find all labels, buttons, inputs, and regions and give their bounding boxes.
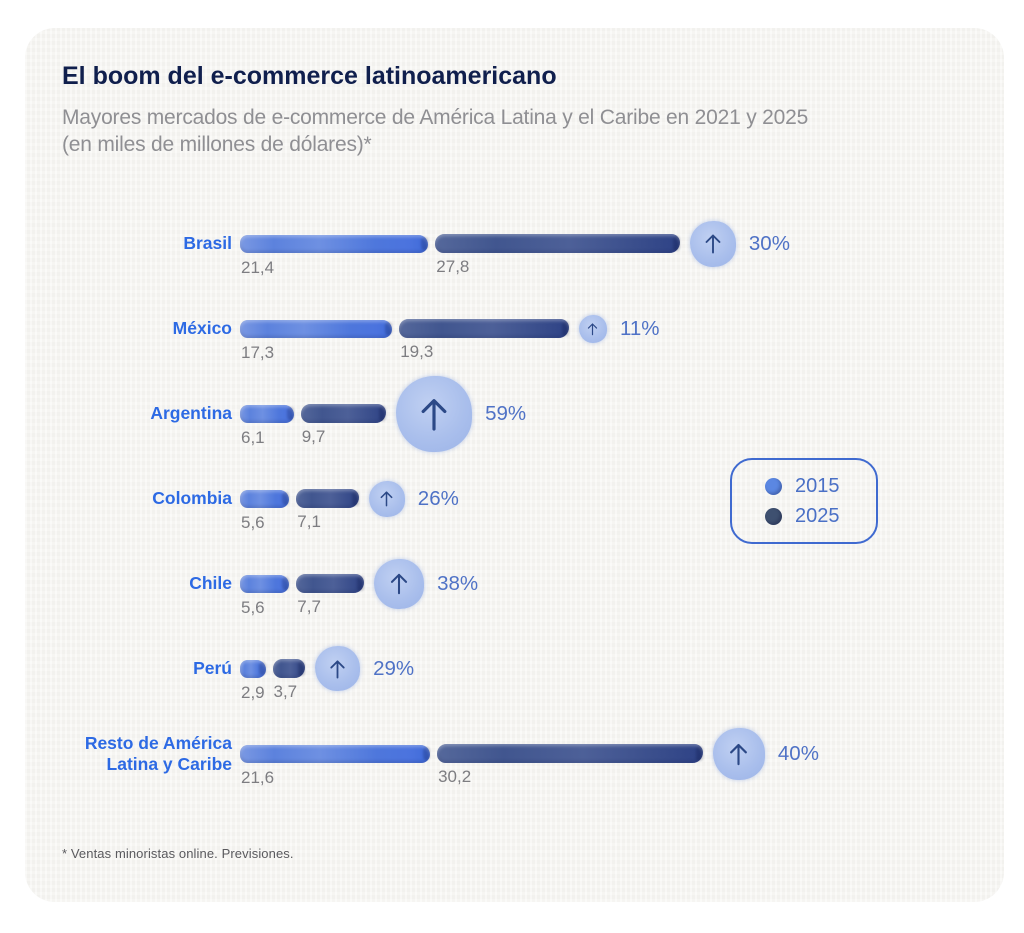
- bar-2015: 6,1: [240, 404, 294, 447]
- value-2015: 5,6: [241, 512, 265, 532]
- chart-row: Brasil 21,4 27,8 30%: [62, 201, 964, 286]
- bar-2015: 17,3: [240, 319, 393, 362]
- country-label: Chile: [189, 573, 232, 593]
- value-2015: 2,9: [241, 682, 265, 702]
- bar-chart: Brasil 21,4 27,8 30% México 17,3 19,3 11% Argent…: [62, 201, 964, 796]
- legend: 2015 2025: [730, 458, 878, 544]
- bar-2025: 27,8: [435, 234, 680, 276]
- chart-card: El boom del e-commerce latinoamericano M…: [25, 28, 1004, 902]
- value-2015: 6,1: [241, 427, 265, 447]
- value-2025: 7,1: [297, 512, 321, 531]
- bar-2015: 5,6: [240, 574, 290, 617]
- legend-dot: [765, 477, 782, 495]
- growth-bubble: [368, 480, 405, 517]
- arrow-up-icon: [391, 573, 408, 595]
- bar-group: 17,3 19,3 11%: [240, 314, 660, 362]
- footnote: * Ventas minoristas online. Previsiones.: [62, 846, 294, 861]
- chart-row: Argentina 6,1 9,7 59%: [62, 371, 964, 456]
- bar-2025: 3,7: [272, 659, 306, 701]
- arrow-up-icon: [330, 659, 345, 679]
- chart-row: Colombia 5,6 7,1 26%: [62, 456, 964, 541]
- country-label: Resto de América Latina y Caribe: [84, 732, 232, 774]
- bar-2015: 21,6: [240, 744, 431, 787]
- growth-percent: 40%: [777, 741, 819, 765]
- value-2025: 9,7: [301, 427, 326, 446]
- value-2025: 7,7: [297, 597, 321, 616]
- growth-bubble: [578, 314, 607, 343]
- chart-card-inner: El boom del e-commerce latinoamericano M…: [25, 28, 1004, 902]
- growth-percent: 30%: [748, 231, 790, 255]
- legend-item: 2015: [765, 475, 876, 498]
- growth-percent: 38%: [437, 571, 479, 595]
- country-label: Colombia: [152, 488, 232, 508]
- growth-percent: 29%: [373, 656, 415, 680]
- chart-row: Perú 2,9 3,7 29%: [62, 626, 964, 711]
- value-2025: 19,3: [400, 342, 434, 361]
- bar-group: 21,4 27,8 30%: [240, 220, 790, 277]
- bar-2025: 7,1: [296, 489, 359, 531]
- arrow-up-icon: [421, 398, 447, 431]
- bar-2015: 21,4: [240, 234, 429, 277]
- growth-bubble: [315, 646, 361, 691]
- chart-subtitle: Mayores mercados de e-commerce de Améric…: [62, 104, 964, 158]
- value-2015: 17,3: [241, 342, 275, 362]
- country-label: Argentina: [150, 403, 232, 423]
- chart-row: Chile 5,6 7,7 38%: [62, 541, 964, 626]
- bar-group: 6,1 9,7 59%: [240, 375, 527, 452]
- value-2025: 30,2: [438, 767, 472, 786]
- bar-2025: 19,3: [399, 319, 569, 361]
- legend-label: 2025: [795, 504, 840, 527]
- arrow-up-icon: [380, 491, 393, 507]
- bar-group: 2,9 3,7 29%: [240, 646, 415, 702]
- growth-bubble: [712, 727, 765, 780]
- growth-bubble: [396, 375, 473, 452]
- bar-group: 21,6 30,2 40%: [240, 727, 819, 787]
- value-2015: 21,4: [241, 257, 275, 277]
- legend-label: 2015: [795, 474, 840, 497]
- country-label: Brasil: [183, 233, 232, 253]
- growth-bubble: [689, 220, 736, 267]
- growth-percent: 59%: [485, 401, 527, 425]
- chart-row: México 17,3 19,3 11%: [62, 286, 964, 371]
- bar-2015: 2,9: [240, 659, 266, 702]
- legend-item: 2025: [765, 505, 876, 528]
- value-2025: 27,8: [436, 257, 470, 276]
- legend-dot: [765, 507, 782, 525]
- value-2025: 3,7: [273, 682, 298, 701]
- country-label: Perú: [193, 658, 232, 678]
- chart-subtitle-line2: (en miles de millones de dólares)*: [62, 133, 372, 156]
- bar-group: 5,6 7,7 38%: [240, 558, 479, 617]
- chart-title: El boom del e-commerce latinoamericano: [62, 62, 557, 90]
- chart-subtitle-line1: Mayores mercados de e-commerce de Améric…: [62, 106, 809, 129]
- growth-percent: 11%: [619, 316, 660, 340]
- chart-row: Resto de América Latina y Caribe 21,6 30,2…: [62, 711, 964, 796]
- bar-2025: 7,7: [296, 574, 365, 616]
- growth-bubble: [374, 558, 425, 609]
- bar-group: 5,6 7,1 26%: [240, 480, 459, 532]
- arrow-up-icon: [705, 234, 721, 254]
- bar-2025: 9,7: [300, 404, 387, 446]
- growth-percent: 26%: [417, 486, 459, 510]
- country-label: México: [172, 318, 232, 338]
- arrow-up-icon: [588, 322, 598, 335]
- value-2015: 21,6: [241, 767, 275, 787]
- bar-2015: 5,6: [240, 489, 290, 532]
- bar-2025: 30,2: [437, 744, 703, 786]
- value-2015: 5,6: [241, 597, 265, 617]
- arrow-up-icon: [730, 743, 748, 765]
